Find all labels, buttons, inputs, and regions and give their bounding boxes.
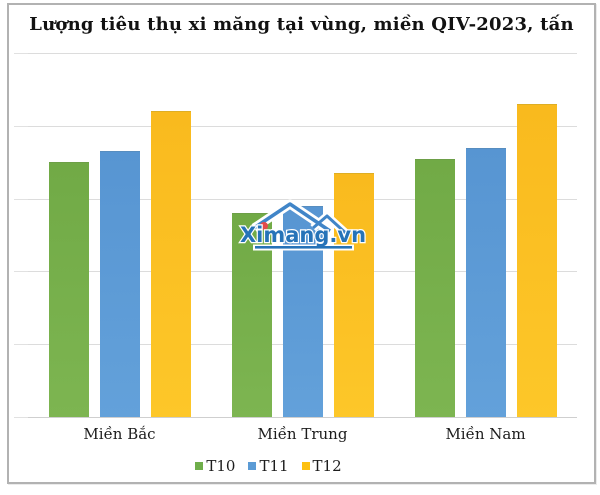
legend-item: T12: [301, 457, 342, 475]
y-axis-tick: [14, 417, 28, 418]
legend-swatch-icon: [301, 462, 310, 470]
bar-T12: [150, 111, 191, 417]
watermark-underline: [255, 246, 352, 249]
x-axis-label: Miền Nam: [445, 425, 526, 443]
gridline: [28, 199, 577, 200]
bar-T12: [333, 173, 374, 417]
watermark-red-dot-icon: [260, 222, 268, 230]
chart-title: Lượng tiêu thụ xi măng tại vùng, miền QI…: [29, 14, 574, 35]
y-axis-tick: [14, 126, 28, 127]
bar-group: [28, 53, 211, 417]
gridline: [28, 53, 577, 54]
bar-group: [394, 53, 577, 417]
legend-label: T12: [312, 457, 342, 475]
legend-label: T11: [259, 457, 289, 475]
watermark-roof-small-icon: [312, 214, 351, 238]
y-axis-tick: [14, 53, 28, 54]
legend-swatch-icon: [248, 462, 257, 470]
chart-frame: Lượng tiêu thụ xi măng tại vùng, miền QI…: [7, 3, 596, 484]
bar-T12: [516, 103, 557, 417]
legend-label: T10: [206, 457, 236, 475]
x-axis-line: [28, 417, 577, 418]
bar-group: [211, 53, 394, 417]
legend: T10 T11 T12: [0, 457, 561, 475]
bars-layer: [28, 53, 577, 417]
gridline: [28, 126, 577, 127]
bar-T11: [465, 147, 506, 417]
x-axis-label: Miền Trung: [257, 425, 348, 443]
bar-T10: [48, 162, 89, 417]
x-axis: Miền Bắc Miền Trung Miền Nam: [28, 425, 577, 443]
bar-T10: [414, 158, 455, 417]
ximang-watermark: Ximang.vn: [239, 199, 367, 251]
watermark-roof-large-icon: [253, 202, 331, 233]
plot-area: [14, 53, 577, 418]
x-axis-label: Miền Bắc: [83, 425, 156, 443]
y-axis-tick: [14, 271, 28, 272]
legend-item: T10: [195, 457, 235, 475]
legend-item: T11: [248, 457, 289, 475]
bar-T11: [99, 151, 140, 417]
y-axis-tick: [14, 344, 28, 345]
y-axis-tick: [14, 199, 28, 200]
bar-T11: [282, 205, 323, 417]
legend-swatch-icon: [195, 462, 204, 470]
watermark-text: Ximang.vn: [240, 223, 366, 247]
